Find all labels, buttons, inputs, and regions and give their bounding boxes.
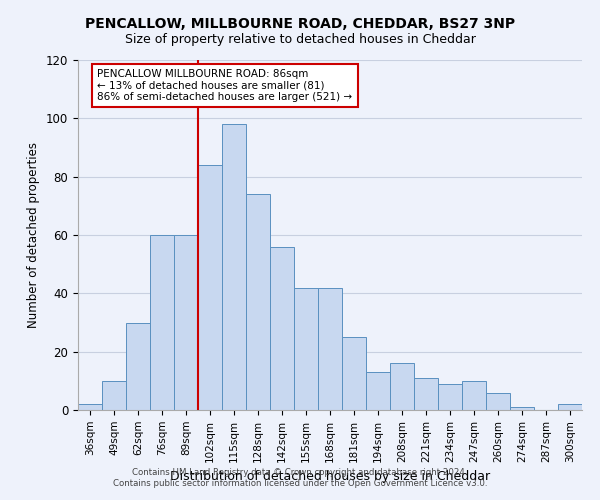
- X-axis label: Distribution of detached houses by size in Cheddar: Distribution of detached houses by size …: [170, 470, 490, 483]
- Bar: [198, 165, 222, 410]
- Bar: [462, 381, 486, 410]
- Bar: [78, 404, 102, 410]
- Bar: [126, 322, 150, 410]
- Bar: [366, 372, 390, 410]
- Text: Contains HM Land Registry data © Crown copyright and database right 2024.
Contai: Contains HM Land Registry data © Crown c…: [113, 468, 487, 487]
- Bar: [222, 124, 246, 410]
- Bar: [390, 364, 414, 410]
- Y-axis label: Number of detached properties: Number of detached properties: [28, 142, 40, 328]
- Bar: [414, 378, 438, 410]
- Bar: [318, 288, 342, 410]
- Bar: [246, 194, 270, 410]
- Text: PENCALLOW, MILLBOURNE ROAD, CHEDDAR, BS27 3NP: PENCALLOW, MILLBOURNE ROAD, CHEDDAR, BS2…: [85, 18, 515, 32]
- Bar: [342, 337, 366, 410]
- Text: Size of property relative to detached houses in Cheddar: Size of property relative to detached ho…: [125, 32, 475, 46]
- Bar: [270, 246, 294, 410]
- Bar: [438, 384, 462, 410]
- Bar: [150, 235, 174, 410]
- Bar: [486, 392, 510, 410]
- Text: PENCALLOW MILLBOURNE ROAD: 86sqm
← 13% of detached houses are smaller (81)
86% o: PENCALLOW MILLBOURNE ROAD: 86sqm ← 13% o…: [97, 69, 352, 102]
- Bar: [174, 235, 198, 410]
- Bar: [558, 404, 582, 410]
- Bar: [294, 288, 318, 410]
- Bar: [510, 407, 534, 410]
- Bar: [102, 381, 126, 410]
